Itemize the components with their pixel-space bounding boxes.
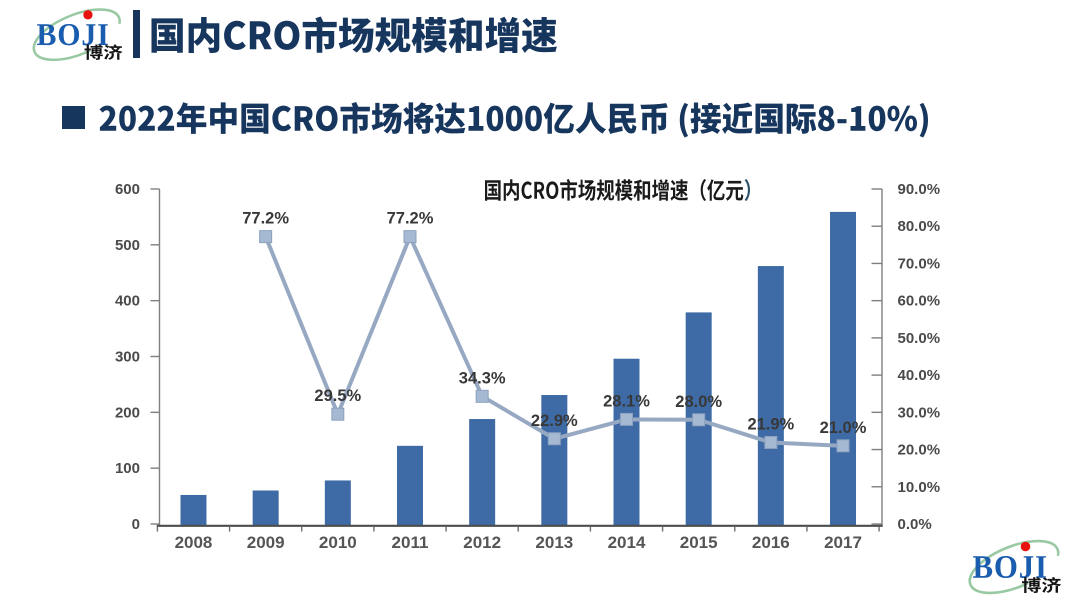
- left-axis-label: 600: [115, 181, 140, 198]
- logo-top-left: [25, 0, 128, 72]
- category-label-2013: 2013: [535, 533, 573, 552]
- right-axis-label: 20.0%: [898, 442, 941, 459]
- subtitle-text: [99, 102, 929, 138]
- marker-2011: [403, 230, 417, 244]
- marker-2010: [331, 407, 345, 421]
- category-label-2010: 2010: [319, 533, 357, 552]
- subtitle-bullet-icon: [62, 106, 85, 129]
- bar-2012: [469, 419, 496, 525]
- bar-2008: [180, 494, 207, 525]
- page-title-text: [151, 16, 557, 53]
- marker-2012: [475, 389, 489, 403]
- marker-2016: [764, 435, 778, 449]
- marker-2015: [692, 413, 706, 427]
- growth-label-2009: 77.2%: [242, 210, 289, 228]
- right-axis-label: 60.0%: [898, 293, 941, 310]
- marker-2009: [259, 230, 273, 244]
- growth-label-2017: 21.0%: [820, 419, 867, 437]
- growth-label-2012: 34.3%: [459, 369, 506, 387]
- bar-2011: [396, 445, 423, 525]
- right-axis-label: 40.0%: [898, 367, 941, 384]
- left-axis-label: 400: [115, 293, 140, 310]
- category-label-2017: 2017: [824, 533, 862, 552]
- bar-2017: [830, 211, 857, 525]
- left-axis-label: 500: [115, 237, 140, 254]
- marker-2013: [547, 432, 561, 446]
- left-axis-label: 200: [115, 404, 140, 421]
- category-label-2015: 2015: [680, 533, 718, 552]
- marker-2017: [836, 439, 850, 453]
- growth-label-2010: 29.5%: [314, 387, 361, 405]
- left-axis-label: 300: [115, 349, 140, 366]
- right-axis-label: 90.0%: [898, 181, 941, 198]
- category-label-2014: 2014: [608, 533, 646, 552]
- chart-title-text: [485, 179, 744, 201]
- left-axis-label: 100: [115, 460, 140, 477]
- category-label-2011: 2011: [392, 533, 429, 552]
- bar-2009: [252, 490, 279, 525]
- right-axis-label: 70.0%: [898, 255, 941, 272]
- growth-label-2011: 77.2%: [387, 210, 434, 228]
- left-axis-label: 0: [132, 516, 140, 533]
- right-axis-label: 80.0%: [898, 218, 941, 235]
- right-axis-label: 30.0%: [898, 404, 941, 421]
- growth-label-2015: 28.0%: [675, 393, 722, 411]
- right-axis-label: 0.0%: [898, 516, 932, 533]
- logo-bottom-right: [961, 529, 1067, 605]
- growth-label-2014: 28.1%: [603, 392, 650, 410]
- market-chart: 0 100 200 300 400 500 600 0.0% 10.0% 20.0% 30.0% 40…: [115, 181, 940, 552]
- bar-2013: [541, 395, 568, 525]
- title-divider: [133, 10, 140, 58]
- growth-label-2013: 22.9%: [531, 412, 578, 430]
- chart-title-paren: [744, 179, 750, 201]
- chart-title: [485, 179, 750, 201]
- marker-2014: [620, 412, 634, 426]
- category-label-2012: 2012: [463, 533, 501, 552]
- category-label-2016: 2016: [752, 533, 790, 552]
- bar-2014: [613, 358, 640, 525]
- growth-label-2016: 21.9%: [747, 415, 794, 433]
- category-label-2009: 2009: [247, 533, 285, 552]
- bar-2010: [324, 480, 351, 525]
- bar-2016: [757, 266, 784, 525]
- category-label-2008: 2008: [175, 533, 213, 552]
- page-title: [151, 16, 557, 53]
- subtitle: [99, 102, 929, 138]
- right-axis-label: 50.0%: [898, 330, 941, 347]
- right-axis-label: 10.0%: [898, 479, 941, 496]
